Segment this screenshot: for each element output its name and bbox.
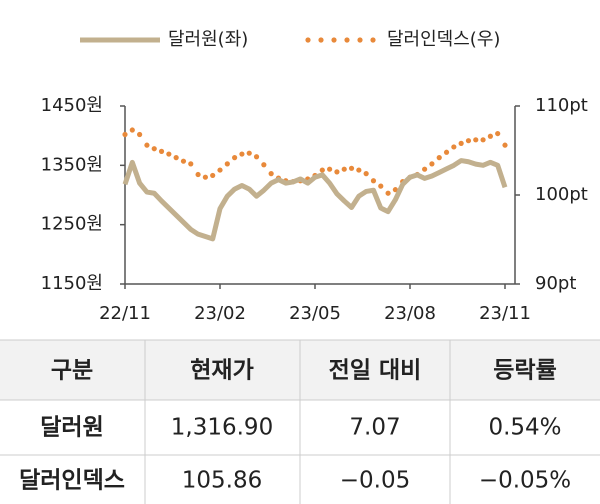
table-header-cell: 구분 xyxy=(51,358,93,384)
table-header-cell: 현재가 xyxy=(190,358,253,384)
data-point xyxy=(180,158,187,164)
data-point xyxy=(158,148,165,154)
data-point xyxy=(348,165,355,171)
data-point xyxy=(422,166,428,172)
y2-tick-label: 90pt xyxy=(535,273,576,294)
y-tick-label: 1150원 xyxy=(41,273,103,294)
y2-tick-label: 100pt xyxy=(535,184,588,205)
table-header-cell: 등락률 xyxy=(493,358,556,384)
data-point xyxy=(166,151,172,157)
legend-swatch xyxy=(305,37,311,43)
data-point xyxy=(327,166,333,172)
data-point xyxy=(334,169,340,175)
legend-swatch xyxy=(331,37,337,43)
data-point xyxy=(436,155,442,161)
table-cell: −0.05% xyxy=(479,468,571,494)
data-point xyxy=(232,155,238,161)
data-point xyxy=(378,183,384,189)
data-point xyxy=(458,140,464,146)
data-point xyxy=(495,130,501,137)
data-point xyxy=(356,167,362,173)
data-point xyxy=(246,150,252,156)
data-point xyxy=(224,161,230,167)
data-point xyxy=(261,162,267,168)
data-point xyxy=(217,167,223,173)
data-point xyxy=(480,137,486,143)
data-point xyxy=(319,167,325,173)
data-point xyxy=(129,127,135,133)
legend-swatch xyxy=(318,37,324,43)
y2-tick-label: 110pt xyxy=(535,95,588,116)
data-point xyxy=(451,144,457,150)
table-cell: 1,316.90 xyxy=(171,415,273,441)
data-point xyxy=(173,155,179,161)
data-point xyxy=(144,142,150,148)
data-point xyxy=(341,166,347,172)
data-point xyxy=(370,178,377,184)
data-point xyxy=(122,131,128,138)
legend-label: 달러원(좌) xyxy=(168,29,248,50)
table-cell: 달러인덱스 xyxy=(19,468,125,494)
data-point xyxy=(443,149,450,155)
data-point xyxy=(210,172,216,179)
data-point xyxy=(473,137,479,143)
x-tick-label: 23/08 xyxy=(384,303,436,324)
data-point xyxy=(363,171,369,177)
data-point xyxy=(268,171,274,177)
data-point xyxy=(202,174,208,180)
table-cell: 0.54% xyxy=(488,415,561,441)
x-tick-label: 23/11 xyxy=(479,303,531,324)
data-point xyxy=(188,161,194,167)
legend-swatch xyxy=(344,37,350,43)
table-cell: −0.05 xyxy=(340,468,410,494)
data-point xyxy=(392,187,398,193)
data-line xyxy=(122,158,508,242)
legend-swatch xyxy=(357,37,363,43)
y-tick-label: 1450원 xyxy=(41,95,103,116)
table-cell: 105.86 xyxy=(182,468,262,494)
data-point xyxy=(502,142,508,148)
table-cell: 7.07 xyxy=(349,415,400,441)
data-point xyxy=(429,161,435,167)
x-tick-label: 23/05 xyxy=(289,303,341,324)
legend-label: 달러인덱스(우) xyxy=(387,29,500,50)
data-point xyxy=(385,190,391,196)
data-point xyxy=(487,133,493,139)
data-point xyxy=(195,171,201,178)
table-header-cell: 전일 대비 xyxy=(329,358,422,384)
data-point xyxy=(253,154,260,160)
y-tick-label: 1250원 xyxy=(41,214,103,235)
data-point xyxy=(151,146,157,152)
x-tick-label: 22/11 xyxy=(99,303,151,324)
data-point xyxy=(137,131,143,138)
y-tick-label: 1350원 xyxy=(41,154,103,175)
x-tick-label: 23/02 xyxy=(194,303,246,324)
table-cell: 달러원 xyxy=(40,415,103,441)
data-point xyxy=(239,151,245,157)
data-point xyxy=(465,138,472,144)
legend-swatch xyxy=(370,37,376,43)
